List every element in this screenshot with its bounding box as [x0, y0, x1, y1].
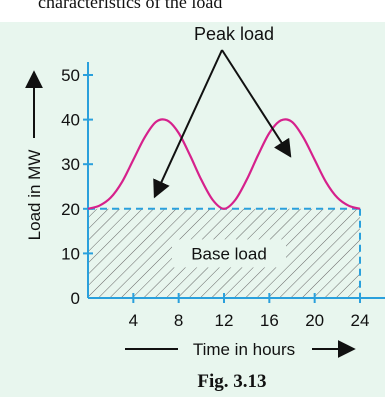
- y-tick-label: 40: [61, 111, 80, 130]
- peak-load-arrow-left: [153, 49, 223, 199]
- peak-load-arrow-right: [221, 49, 292, 158]
- x-tick-label: 8: [174, 311, 183, 330]
- x-tick-label: 24: [351, 311, 370, 330]
- series-line-load: [87, 118, 361, 210]
- x-tick-label: 20: [305, 311, 324, 330]
- x-tick-label: 4: [129, 311, 138, 330]
- y-tick-label: 30: [61, 155, 80, 174]
- y-tick-label: 20: [61, 200, 80, 219]
- y-tick-label: 0: [71, 289, 80, 308]
- x-axis-label: Time in hours: [193, 340, 295, 359]
- y-axis-label-group: Load in MW: [25, 70, 44, 241]
- x-ticks: 4 8 12 16 20 24: [129, 293, 370, 330]
- base-load-label-backing: [172, 239, 286, 268]
- x-tick-label: 12: [215, 311, 234, 330]
- y-tick-label: 10: [61, 244, 80, 263]
- y-ticks: 0 10 20 30 40 50: [61, 66, 93, 308]
- y-tick-label: 50: [61, 66, 80, 85]
- peak-load-label: Peak load: [194, 24, 274, 44]
- x-tick-label: 16: [260, 311, 279, 330]
- figure-caption: Fig. 3.13: [197, 371, 266, 392]
- base-load-label: Base load: [191, 244, 267, 263]
- header-fragment: characteristics of the load: [38, 0, 222, 12]
- y-axis-label: Load in MW: [25, 150, 44, 241]
